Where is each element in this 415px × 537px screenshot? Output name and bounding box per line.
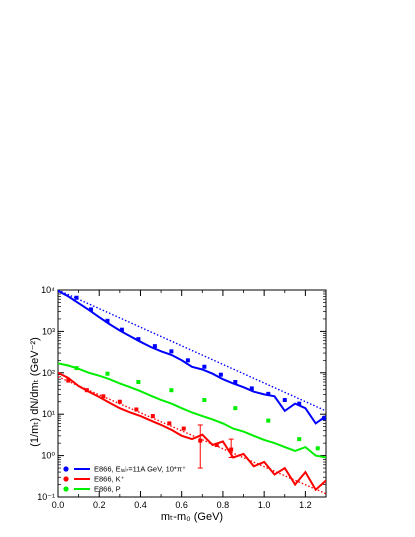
series-model-line <box>58 362 326 459</box>
data-point <box>105 371 110 376</box>
data-point <box>169 349 174 354</box>
data-point <box>233 379 238 384</box>
x-tick-label: 0.6 <box>175 500 188 510</box>
legend-marker <box>63 466 69 472</box>
series-model-line <box>58 371 326 492</box>
data-point <box>249 386 254 391</box>
x-tick-label: 0.2 <box>93 500 106 510</box>
data-point <box>74 366 79 371</box>
data-point <box>321 416 326 421</box>
legend-label: E866, Eₗₐ♭=11A GeV, 10*π⁺ <box>94 465 186 474</box>
data-point <box>229 447 234 452</box>
data-point <box>136 379 141 384</box>
x-tick-label: 0.4 <box>134 500 147 510</box>
y-tick-label: 10⁴ <box>41 285 55 295</box>
x-axis-label: mₜ-m₀ (GeV) <box>161 511 223 523</box>
x-tick-label: 0.0 <box>52 500 65 510</box>
series-2 <box>58 362 326 459</box>
y-tick-label: 10¹ <box>42 409 55 419</box>
data-point <box>297 401 302 406</box>
data-point <box>185 358 190 363</box>
series-0 <box>58 290 326 425</box>
data-point <box>282 398 287 403</box>
y-axis-label: (1/mₜ) dN/dmₜ (GeV⁻²) <box>29 337 41 446</box>
data-point <box>202 364 207 369</box>
x-tick-label: 1.0 <box>258 500 271 510</box>
y-axis: 10⁻¹ 10⁰ 10¹ 10² 10³ 10⁴ <box>37 285 326 502</box>
data-point <box>266 391 271 396</box>
data-point <box>101 394 106 399</box>
data-point <box>150 414 155 419</box>
y-tick-label: 10⁻¹ <box>37 492 55 502</box>
data-point <box>198 438 203 443</box>
y-tick-label: 10⁰ <box>41 451 55 461</box>
series-fit-line <box>58 290 326 412</box>
data-point <box>266 418 271 423</box>
data-point <box>88 307 93 312</box>
series-layer <box>58 290 326 495</box>
x-axis: 0.0 0.2 0.4 0.6 0.8 1.0 1.2 <box>52 290 327 510</box>
y-tick-label: 10² <box>42 368 55 378</box>
data-point <box>167 421 172 426</box>
data-point <box>136 337 141 342</box>
data-point <box>84 388 89 393</box>
data-point <box>214 443 219 448</box>
data-point <box>66 378 71 383</box>
y-tick-label: 10³ <box>42 326 55 336</box>
data-point <box>202 398 207 403</box>
data-point <box>134 407 139 412</box>
legend-label: E866, P <box>94 485 121 494</box>
data-point <box>181 426 186 431</box>
x-tick-label: 1.2 <box>299 500 312 510</box>
legend: E866, Eₗₐ♭=11A GeV, 10*π⁺E866, K⁺E866, P <box>63 465 186 494</box>
data-point <box>152 344 157 349</box>
series-model-line <box>58 290 326 425</box>
plot-border <box>57 289 327 498</box>
legend-marker <box>63 486 69 492</box>
legend-label: E866, K⁺ <box>94 475 125 484</box>
legend-marker <box>63 476 69 482</box>
series-1 <box>58 371 326 495</box>
data-point <box>74 295 79 300</box>
data-point <box>117 399 122 404</box>
plot-frame <box>57 289 327 498</box>
data-point <box>218 372 223 377</box>
data-point <box>169 388 174 393</box>
data-point <box>119 327 124 332</box>
data-point <box>297 437 302 442</box>
data-point <box>233 406 238 411</box>
data-point <box>315 446 320 451</box>
data-point <box>105 318 110 323</box>
x-tick-label: 0.8 <box>217 500 230 510</box>
